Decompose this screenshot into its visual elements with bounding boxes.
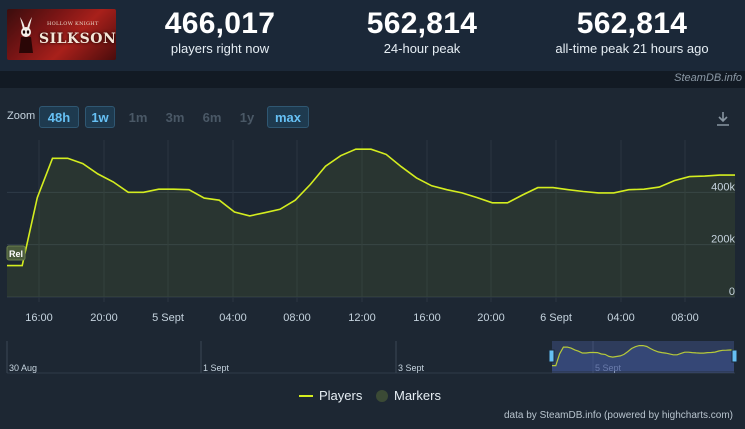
x-tick-label: 20:00 [477, 312, 505, 324]
x-tick-label: 08:00 [671, 312, 699, 324]
player-count-chart: Rel 0 200k 400k 16:00 20:00 5 Sept 04:00 08:00… [6, 140, 738, 374]
x-tick-label: 6 Sept [540, 312, 572, 324]
zoom-3m-button[interactable]: 3m [165, 109, 185, 125]
chart-legend: Players Markers [0, 388, 745, 406]
chart-marker-layer: Rel [6, 245, 26, 261]
download-icon[interactable] [714, 110, 732, 128]
legend-dot-swatch [376, 389, 388, 402]
y-tick-label: 0 [729, 286, 735, 298]
navigator-label: 1 Sept [203, 363, 230, 373]
logo-subtitle: HOLLOW KNIGHT [47, 21, 99, 27]
x-tick-label: 20:00 [90, 312, 118, 324]
attribution-bar: SteamDB.info [0, 71, 745, 88]
stat-value: 466,017 [164, 7, 276, 40]
legend-item-players[interactable]: Players [299, 388, 362, 403]
chart-line-layer [7, 148, 735, 267]
y-tick-label: 200k [711, 234, 735, 246]
stat-value: 562,814 [576, 7, 688, 40]
game-logo[interactable]: HOLLOW KNIGHT SILKSONG [7, 9, 116, 60]
players-line [7, 148, 735, 267]
chart-credits[interactable]: data by SteamDB.info (powered by highcha… [504, 410, 733, 421]
attribution-link[interactable]: SteamDB.info [674, 72, 742, 84]
chart-x-ticks: 16:00 20:00 5 Sept 04:00 08:00 12:00 16:00 20:0… [25, 312, 699, 324]
zoom-label: Zoom [7, 110, 36, 122]
zoom-1y-button[interactable]: 1y [239, 109, 255, 125]
stat-value: 562,814 [366, 7, 478, 40]
chart-area-layer [7, 149, 735, 297]
knight-icon [19, 17, 33, 53]
stat-current-players: 466,017 players right now [150, 7, 290, 57]
navigator-handle[interactable] [548, 349, 555, 363]
zoom-1w-button[interactable]: 1w [85, 106, 115, 128]
y-tick-label: 400k [711, 181, 735, 193]
x-tick-label: 12:00 [348, 312, 376, 324]
zoom-6m-button[interactable]: 6m [202, 109, 222, 125]
x-tick-label: 04:00 [219, 312, 247, 324]
navigator-label: 30 Aug [9, 363, 37, 373]
navigator-handle[interactable] [731, 349, 738, 363]
legend-label: Markers [394, 388, 441, 403]
x-tick-label: 16:00 [25, 312, 53, 324]
x-tick-label: 16:00 [413, 312, 441, 324]
release-marker [6, 245, 26, 261]
stat-label: 24-hour peak [383, 41, 461, 56]
legend-label: Players [319, 388, 363, 403]
legend-line-swatch [299, 394, 313, 397]
players-area [7, 149, 735, 297]
zoom-max-button[interactable]: max [267, 106, 309, 128]
zoom-1m-button[interactable]: 1m [128, 109, 148, 125]
navigator-mini-area [552, 345, 734, 371]
chart-y-ticks: 0 200k 400k [711, 181, 735, 298]
stat-24h-peak: 562,814 24-hour peak [352, 7, 492, 57]
navigator-label: 3 Sept [398, 363, 425, 373]
release-marker-label: Rel [9, 249, 23, 259]
navigator-mini-line [552, 345, 734, 367]
stats-header: HOLLOW KNIGHT SILKSONG 466,017 players r… [0, 0, 745, 69]
legend-item-markers[interactable]: Markers [376, 388, 441, 403]
x-tick-label: 04:00 [607, 312, 635, 324]
x-tick-label: 5 Sept [152, 312, 184, 324]
logo-title: SILKSONG [39, 31, 116, 47]
x-tick-label: 08:00 [283, 312, 311, 324]
stat-label: players right now [170, 41, 270, 56]
stat-label: all-time peak 21 hours ago [555, 41, 709, 56]
zoom-48h-button[interactable]: 48h [39, 106, 79, 128]
stat-all-time-peak: 562,814 all-time peak 21 hours ago [552, 7, 712, 57]
